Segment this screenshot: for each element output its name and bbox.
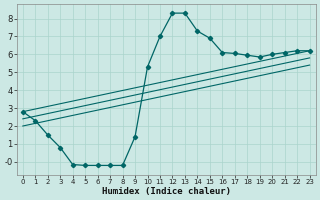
X-axis label: Humidex (Indice chaleur): Humidex (Indice chaleur) xyxy=(102,187,231,196)
